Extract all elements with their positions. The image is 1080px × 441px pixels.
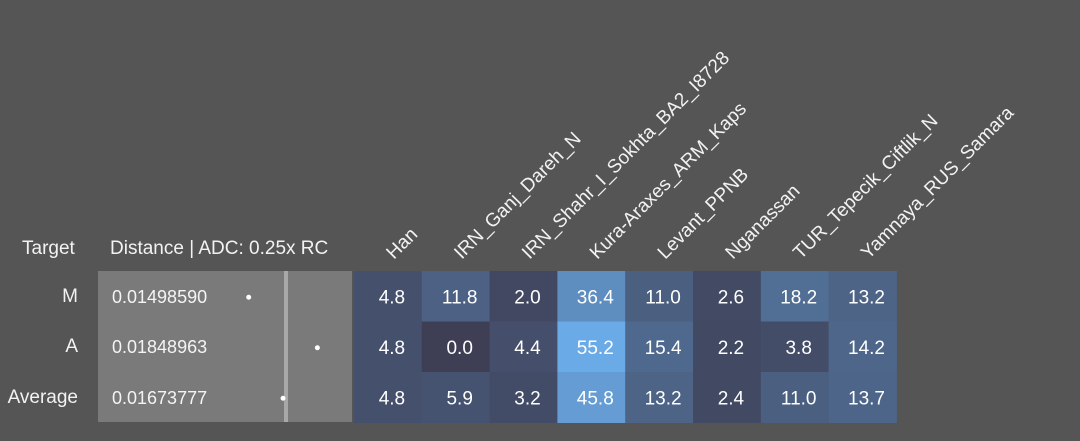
heatmap-cell — [625, 372, 694, 423]
row-label-m: M — [62, 286, 78, 307]
cell-label: 3.8 — [785, 338, 811, 359]
distance-header: Distance | ADC: 0.25x RC — [110, 238, 329, 259]
distance-dot-a — [314, 345, 320, 351]
heatmap-cell — [354, 321, 423, 373]
column-header-han: Han — [383, 224, 422, 263]
cell-label: 2.0 — [514, 287, 540, 308]
heatmap-cell — [557, 271, 626, 322]
cell-label: 5.9 — [446, 388, 472, 409]
cell-label: 2.2 — [718, 338, 744, 359]
heatmap-cell — [557, 372, 626, 423]
heatmap-cell — [421, 372, 491, 423]
cell-label: 18.2 — [780, 287, 817, 308]
cell-label: 11.0 — [645, 287, 681, 308]
cell-label: 4.4 — [514, 338, 541, 359]
cell-label: 11.0 — [781, 388, 817, 409]
heatmap-cell — [489, 271, 558, 322]
cell-label: 13.2 — [645, 388, 682, 409]
heatmap-cell — [828, 372, 897, 423]
heatmap-cell — [354, 271, 423, 322]
cell-label: 0.0 — [446, 338, 472, 359]
distance-value-a: 0.01848963 — [112, 337, 208, 357]
distance-divider — [284, 271, 288, 422]
cell-label: 4.8 — [379, 287, 405, 308]
heatmap-cell — [693, 321, 762, 373]
cell-label: 11.8 — [442, 287, 478, 308]
cell-label: 13.2 — [848, 287, 885, 308]
cell-label: 4.8 — [379, 388, 405, 409]
target-header: Target — [22, 238, 75, 259]
heatmap-cell — [354, 372, 423, 423]
column-header-irn-ganj-dareh-n: IRN_Ganj_Dareh_N — [450, 128, 585, 263]
heatmap-cell — [625, 271, 694, 322]
heatmap-cell — [625, 321, 694, 373]
cell-label: 45.8 — [577, 388, 614, 409]
cell-label: 2.6 — [718, 287, 744, 308]
cell-label: 4.8 — [379, 338, 405, 359]
distance-value-m: 0.01498590 — [112, 287, 208, 307]
heatmap-cell — [693, 271, 762, 322]
cell-label: 3.2 — [514, 388, 540, 409]
heatmap-cell — [489, 372, 558, 423]
distance-dot-average — [280, 395, 286, 401]
cell-label: 13.7 — [848, 388, 885, 409]
heatmap-cell — [760, 271, 830, 322]
heatmap-cell — [760, 372, 830, 423]
cell-label: 15.4 — [645, 338, 682, 359]
heatmap-cell — [828, 271, 897, 322]
cell-label: 36.4 — [577, 287, 614, 308]
distance-value-average: 0.01673777 — [112, 388, 208, 408]
cell-label: 2.4 — [718, 388, 745, 409]
heatmap-cell — [760, 321, 830, 373]
heatmap-cell — [693, 372, 762, 423]
heatmap-cell — [421, 271, 491, 322]
heatmap-cell — [828, 321, 897, 373]
distance-dot-m — [246, 294, 252, 300]
heatmap-cell — [489, 321, 558, 373]
row-label-a: A — [65, 336, 78, 357]
cell-label: 55.2 — [577, 338, 614, 359]
distance-panel — [98, 271, 352, 422]
heatmap-cell — [421, 321, 491, 373]
heatmap-cell — [557, 321, 626, 373]
row-label-average: Average — [7, 387, 78, 408]
cell-label: 14.2 — [848, 338, 885, 359]
